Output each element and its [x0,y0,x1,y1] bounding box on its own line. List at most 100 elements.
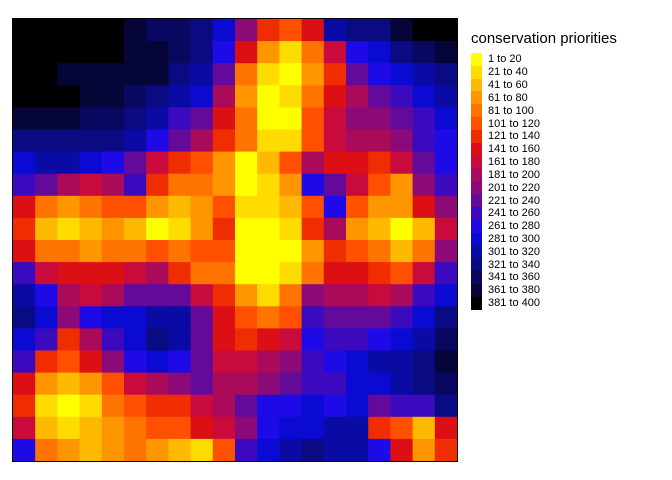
heatmap-cell [168,328,192,352]
heatmap-cell [346,284,369,307]
heatmap-cell [434,284,458,307]
legend-item: 241 to 260 [471,206,666,220]
heatmap-cell [212,394,236,418]
heatmap-cell [101,19,125,42]
heatmap-cell [13,372,36,396]
heatmap-cell [323,350,347,374]
heatmap-cell [101,240,125,263]
legend-item: 201 to 220 [471,181,666,195]
legend-item: 361 to 380 [471,283,666,297]
heatmap-cell [168,41,192,64]
heatmap-cell [390,372,414,396]
heatmap-cell [323,284,347,307]
heatmap-cell [279,284,303,307]
heatmap-cell [346,306,369,329]
heatmap-cell [301,350,325,374]
heatmap-cell [146,107,169,131]
heatmap-cell [190,438,214,462]
heatmap-cell [124,195,147,219]
heatmap-cell [57,63,81,86]
heatmap-cell [168,240,192,263]
heatmap-cell [212,217,236,241]
heatmap-cell [279,19,303,42]
heatmap-cell [368,262,391,285]
heatmap-cell [190,306,214,329]
heatmap-cell [301,416,325,440]
heatmap-cell [434,306,458,329]
heatmap-cell [13,107,36,131]
heatmap-cell [235,394,258,418]
heatmap-cell [79,41,103,64]
heatmap-cell [101,129,125,153]
heatmap-cell [35,328,58,352]
heatmap-cell [368,41,391,64]
heatmap-cell [168,129,192,153]
heatmap-cell [235,350,258,374]
legend-swatch [471,65,482,79]
heatmap-cell [323,306,347,329]
heatmap-cell [257,107,280,131]
heatmap-cell [79,284,103,307]
heatmap-cell [57,328,81,352]
heatmap-cell [79,262,103,285]
heatmap-cell [257,195,280,219]
heatmap-cell [323,85,347,108]
heatmap-cell [390,129,414,153]
legend-label: 261 to 280 [488,220,540,233]
heatmap-cell [235,438,258,462]
heatmap-cell [190,173,214,197]
heatmap-cell [279,306,303,329]
heatmap-cell [412,416,436,440]
legend-item: 61 to 80 [471,91,666,105]
heatmap-cell [101,63,125,86]
heatmap-cell [323,217,347,241]
heatmap-cell [168,394,192,418]
legend-item: 161 to 180 [471,155,666,169]
heatmap-cell [368,195,391,219]
legend-swatch [471,258,482,272]
heatmap-cell [124,85,147,108]
heatmap-cell [257,41,280,64]
heatmap-cell [190,350,214,374]
heatmap-cell [412,328,436,352]
heatmap-cell [323,151,347,175]
heatmap-cell [301,438,325,462]
heatmap-cell [146,350,169,374]
heatmap-cell [257,240,280,263]
legend-label: 361 to 380 [488,284,540,297]
heatmap-cell [190,107,214,131]
legend-label: 381 to 400 [488,297,540,310]
heatmap-cell [35,372,58,396]
legend-label: 241 to 260 [488,207,540,220]
heatmap-cell [168,19,192,42]
heatmap-cell [13,416,36,440]
heatmap-cell [13,328,36,352]
heatmap-cell [323,262,347,285]
heatmap-cell [57,217,81,241]
heatmap-cell [235,63,258,86]
heatmap-cell [101,284,125,307]
heatmap-cell [124,394,147,418]
heatmap-cell [434,85,458,108]
heatmap-cell [35,350,58,374]
heatmap-cell [412,240,436,263]
heatmap-cell [35,63,58,86]
legend-item: 301 to 320 [471,245,666,259]
legend-item: 281 to 300 [471,232,666,246]
legend-label: 181 to 200 [488,168,540,181]
heatmap-cell [57,416,81,440]
heatmap-cell [212,372,236,396]
heatmap-cell [212,41,236,64]
heatmap-cell [434,19,458,42]
heatmap-cell [168,284,192,307]
heatmap-cell [368,107,391,131]
heatmap-cell [168,85,192,108]
heatmap-cell [412,195,436,219]
heatmap-cell [124,262,147,285]
heatmap-cell [190,240,214,263]
heatmap-cell [323,394,347,418]
heatmap-cell [257,372,280,396]
heatmap-cell [190,151,214,175]
heatmap-cell [57,129,81,153]
legend-swatch [471,142,482,156]
